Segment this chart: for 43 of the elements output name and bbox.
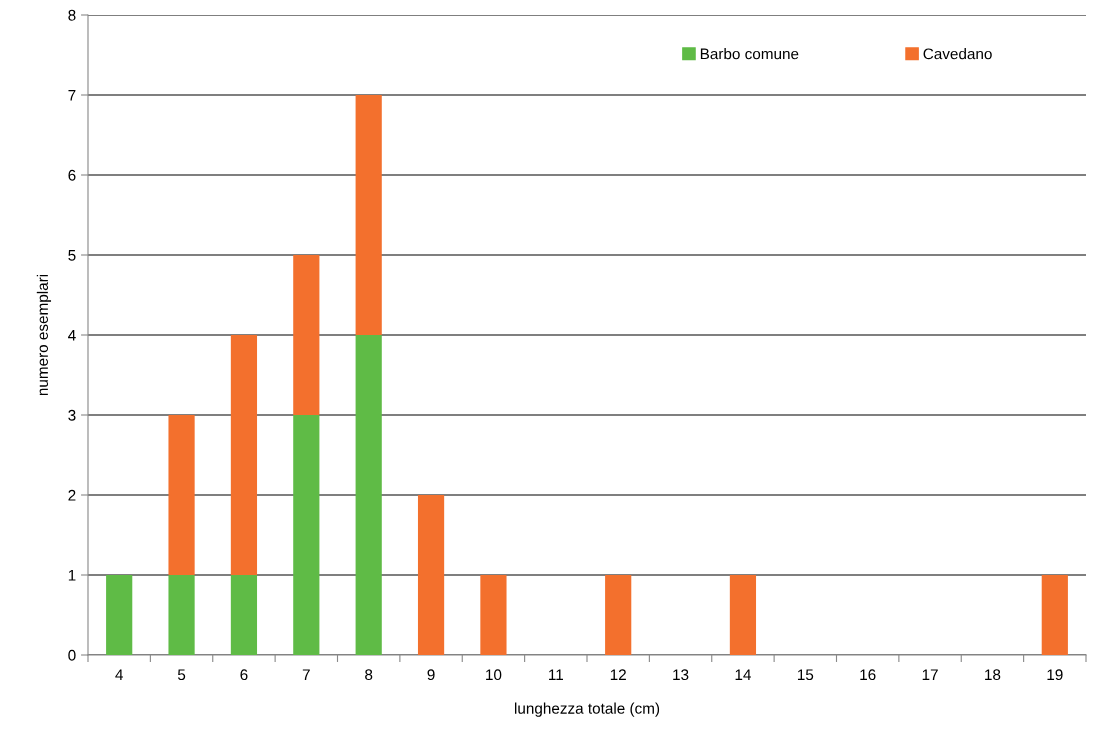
bar [168,575,195,655]
x-axis-title: lunghezza totale (cm) [515,702,660,717]
x-tick-label: 7 [302,669,310,680]
x-tick-label: 8 [365,669,373,681]
bar [729,575,757,655]
y-tick-label: 5 [68,250,76,261]
bar [106,575,133,655]
legend-label: Barbo comune [700,48,799,60]
x-tick-label: 9 [427,669,435,681]
bar [355,95,382,335]
y-tick-label: 3 [68,409,76,421]
x-tick-label: 6 [240,669,248,681]
y-tick-label: 8 [68,9,76,21]
y-tick-label: 4 [68,330,76,341]
bar [417,495,445,655]
x-tick-label: 14 [735,669,751,680]
y-tick-label: 6 [68,169,76,181]
y-tick-label: 2 [68,489,76,501]
x-tick-label: 19 [1047,669,1063,681]
y-tick-label: 0 [68,649,76,661]
x-tick-label: 15 [797,669,814,681]
x-tick-label: 10 [486,669,502,681]
bar [293,415,320,655]
bar [293,255,320,415]
x-tick-label: 16 [860,669,876,681]
bar [480,575,507,655]
bar [355,335,382,655]
x-tick-label: 11 [549,669,563,680]
x-tick-label: 17 [922,669,938,680]
bar [1041,575,1068,655]
x-tick-label: 13 [673,669,689,681]
x-tick-label: 12 [610,669,626,680]
x-tick-label: 4 [115,669,123,680]
bar [168,415,195,575]
x-tick-label: 18 [985,669,1001,681]
bar [605,575,632,655]
y-tick-label: 1 [68,570,76,581]
y-axis-title: numero esemplari [36,274,52,396]
bar [230,335,258,575]
x-tick-label: 5 [177,669,186,681]
y-tick-label: 7 [68,90,76,101]
bar [230,575,258,655]
legend-label: Cavedano [923,48,992,60]
